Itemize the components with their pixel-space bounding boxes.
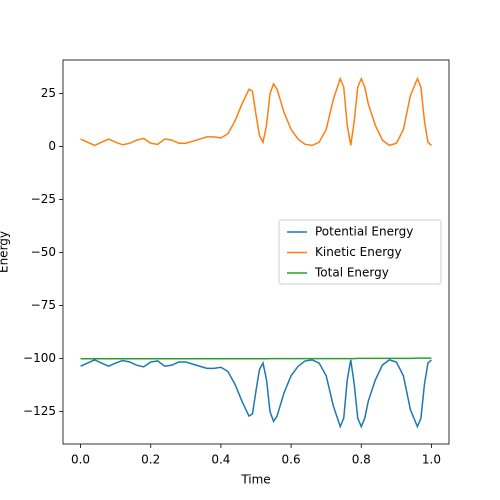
y-axis-label: Energy (0, 231, 11, 273)
y-tick-label: −75 (31, 298, 56, 312)
y-tick-label: −25 (31, 192, 56, 206)
y-tick-label: −125 (23, 404, 56, 418)
x-tick-label: 1.0 (422, 453, 441, 467)
plot-frame (62, 59, 450, 445)
y-tick-label: 0 (48, 139, 56, 153)
x-tick-label: 0.2 (141, 453, 160, 467)
x-tick-label: 0.6 (282, 453, 301, 467)
series-line (80, 359, 432, 429)
y-tick-label: 25 (41, 86, 56, 100)
legend-label: Potential Energy (315, 225, 413, 239)
series-line (80, 357, 432, 360)
x-tick-label: 0.4 (211, 453, 230, 467)
x-tick-label: 0.8 (352, 453, 371, 467)
legend-label: Kinetic Energy (315, 245, 402, 259)
legend-label: Total Energy (314, 266, 389, 280)
series-line (80, 76, 432, 147)
x-tick-label: 0.0 (71, 453, 90, 467)
x-axis-label: Time (240, 473, 270, 487)
y-tick-label: −50 (31, 245, 56, 259)
y-tick-label: −100 (23, 351, 56, 365)
legend-box (278, 219, 442, 285)
